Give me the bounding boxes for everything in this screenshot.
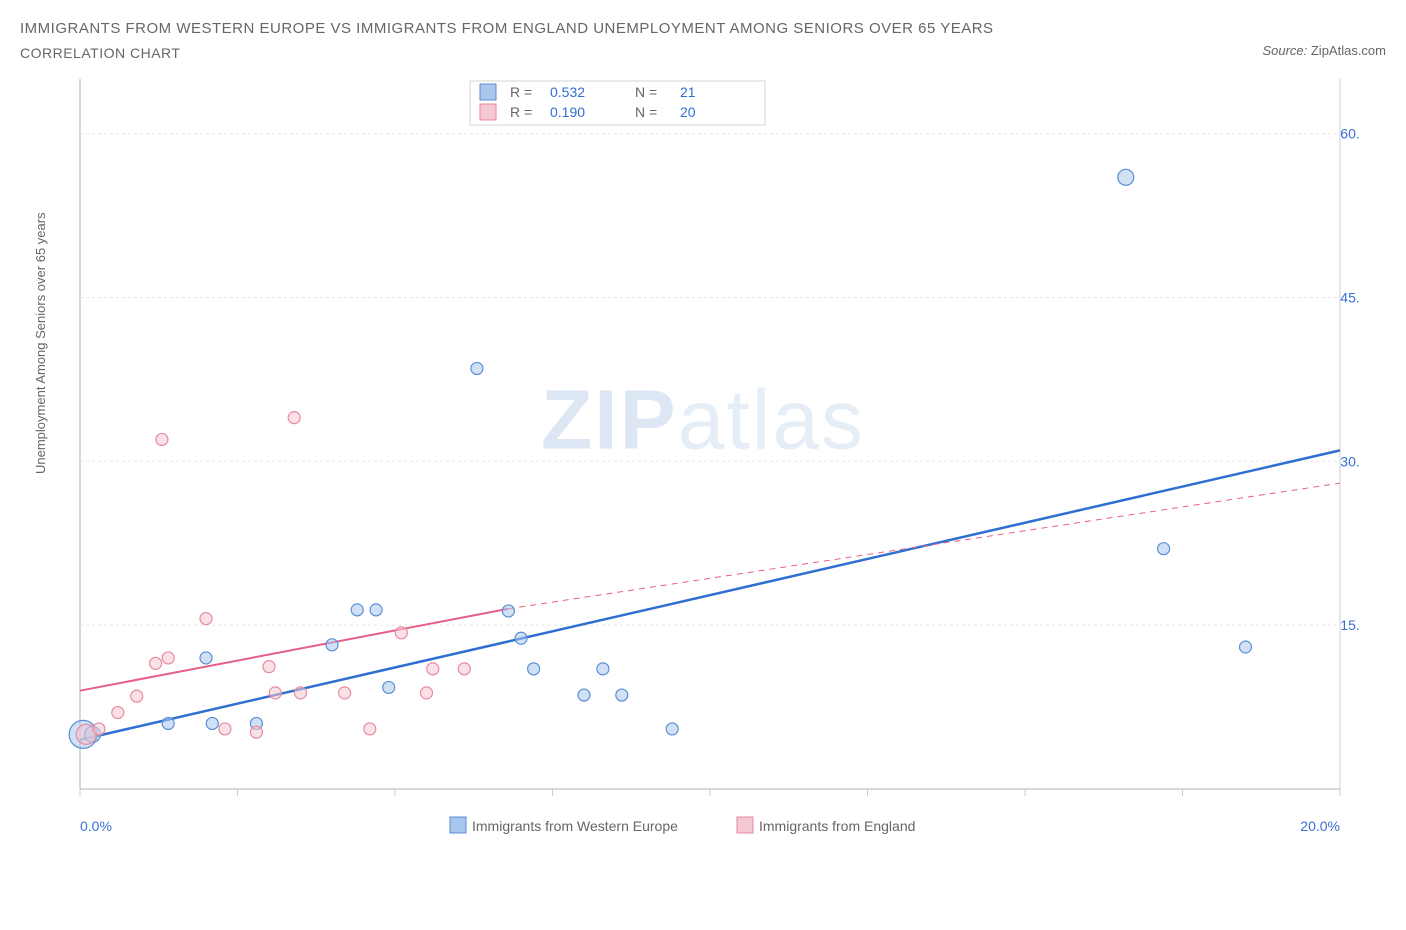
svg-text:60.0%: 60.0% [1340,126,1360,142]
page-subtitle: CORRELATION CHART [20,45,180,61]
correlation-chart: 15.0% 30.0% 45.0% 60.0% 0.0% 20.0% Unemploymen… [20,69,1386,849]
svg-text:45.0%: 45.0% [1340,289,1360,305]
source-attribution: Source: ZipAtlas.com [1262,43,1386,58]
svg-text:R =: R = [510,104,532,120]
svg-text:Immigrants from England: Immigrants from England [759,818,915,834]
svg-text:20: 20 [680,104,696,120]
svg-text:Unemployment Among Seniors ove: Unemployment Among Seniors over 65 years [33,212,48,474]
svg-text:R =: R = [510,84,532,100]
svg-text:N =: N = [635,84,657,100]
svg-text:0.532: 0.532 [550,84,585,100]
svg-text:N =: N = [635,104,657,120]
page-title: IMMIGRANTS FROM WESTERN EUROPE VS IMMIGR… [20,20,994,37]
svg-text:15.0%: 15.0% [1340,617,1360,633]
svg-text:0.0%: 0.0% [80,818,112,834]
svg-text:0.190: 0.190 [550,104,585,120]
svg-text:30.0%: 30.0% [1340,453,1360,469]
svg-text:20.0%: 20.0% [1300,818,1340,834]
svg-text:Immigrants from Western Europe: Immigrants from Western Europe [472,818,678,834]
svg-text:21: 21 [680,84,696,100]
